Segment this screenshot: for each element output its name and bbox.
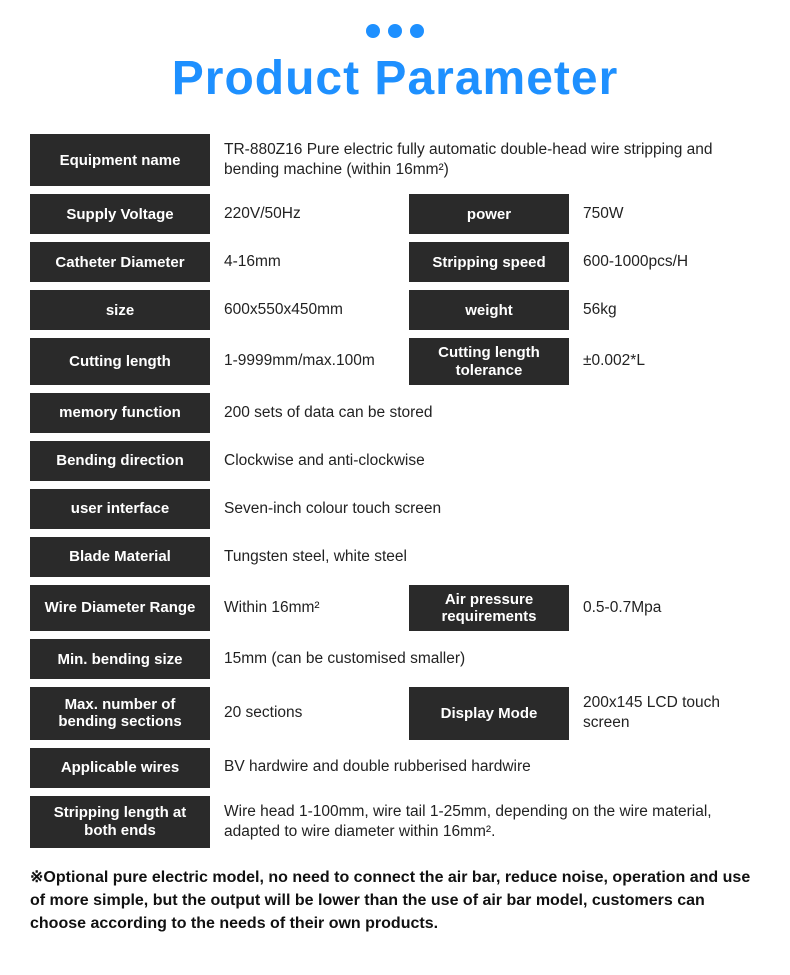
table-row: memory function200 sets of data can be s… (30, 393, 760, 433)
param-label: user interface (30, 489, 210, 529)
param-value: 20 sections (218, 687, 401, 739)
param-label: size (30, 290, 210, 330)
param-value: Tungsten steel, white steel (218, 537, 760, 577)
param-value: 1-9999mm/max.100m (218, 338, 401, 385)
param-label: power (409, 194, 569, 234)
param-value: 56kg (577, 290, 760, 330)
param-label: Stripping length at both ends (30, 796, 210, 848)
param-label: Applicable wires (30, 748, 210, 788)
param-label: Min. bending size (30, 639, 210, 679)
param-value: 0.5-0.7Mpa (577, 585, 760, 632)
param-label: Air pressure requirements (409, 585, 569, 632)
param-value: 600-1000pcs/H (577, 242, 760, 282)
param-value: BV hardwire and double rubberised hardwi… (218, 748, 760, 788)
param-value: 200 sets of data can be stored (218, 393, 760, 433)
table-row: Max. number of bending sections20 sectio… (30, 687, 760, 739)
param-value: Seven-inch colour touch screen (218, 489, 760, 529)
page-title: Product Parameter (30, 51, 760, 106)
table-row: user interfaceSeven-inch colour touch sc… (30, 489, 760, 529)
parameter-table: Equipment nameTR-880Z16 Pure electric fu… (30, 134, 760, 848)
param-value: 4-16mm (218, 242, 401, 282)
table-row: Wire Diameter RangeWithin 16mm²Air press… (30, 585, 760, 632)
table-row: Bending directionClockwise and anti-cloc… (30, 441, 760, 481)
table-row: Equipment nameTR-880Z16 Pure electric fu… (30, 134, 760, 186)
table-row: Supply Voltage220V/50Hzpower750W (30, 194, 760, 234)
table-row: Blade MaterialTungsten steel, white stee… (30, 537, 760, 577)
param-label: weight (409, 290, 569, 330)
table-row: Min. bending size15mm (can be customised… (30, 639, 760, 679)
table-row: Stripping length at both endsWire head 1… (30, 796, 760, 848)
param-value: 15mm (can be customised smaller) (218, 639, 760, 679)
param-value: ±0.002*L (577, 338, 760, 385)
param-label: memory function (30, 393, 210, 433)
table-row: size600x550x450mmweight56kg (30, 290, 760, 330)
param-label: Max. number of bending sections (30, 687, 210, 739)
table-row: Applicable wiresBV hardwire and double r… (30, 748, 760, 788)
table-row: Cutting length1-9999mm/max.100mCutting l… (30, 338, 760, 385)
param-label: Stripping speed (409, 242, 569, 282)
param-label: Equipment name (30, 134, 210, 186)
param-value: 200x145 LCD touch screen (577, 687, 760, 739)
param-value: TR-880Z16 Pure electric fully automatic … (218, 134, 760, 186)
param-value: 750W (577, 194, 760, 234)
param-label: Wire Diameter Range (30, 585, 210, 632)
param-label: Blade Material (30, 537, 210, 577)
param-value: 600x550x450mm (218, 290, 401, 330)
param-label: Bending direction (30, 441, 210, 481)
footnote-text: ※Optional pure electric model, no need t… (30, 866, 760, 936)
param-label: Cutting length tolerance (409, 338, 569, 385)
decorative-dots (30, 24, 760, 43)
param-label: Catheter Diameter (30, 242, 210, 282)
param-value: 220V/50Hz (218, 194, 401, 234)
param-label: Cutting length (30, 338, 210, 385)
param-value: Clockwise and anti-clockwise (218, 441, 760, 481)
param-value: Wire head 1-100mm, wire tail 1-25mm, dep… (218, 796, 760, 848)
param-label: Display Mode (409, 687, 569, 739)
param-value: Within 16mm² (218, 585, 401, 632)
param-label: Supply Voltage (30, 194, 210, 234)
table-row: Catheter Diameter4-16mmStripping speed60… (30, 242, 760, 282)
